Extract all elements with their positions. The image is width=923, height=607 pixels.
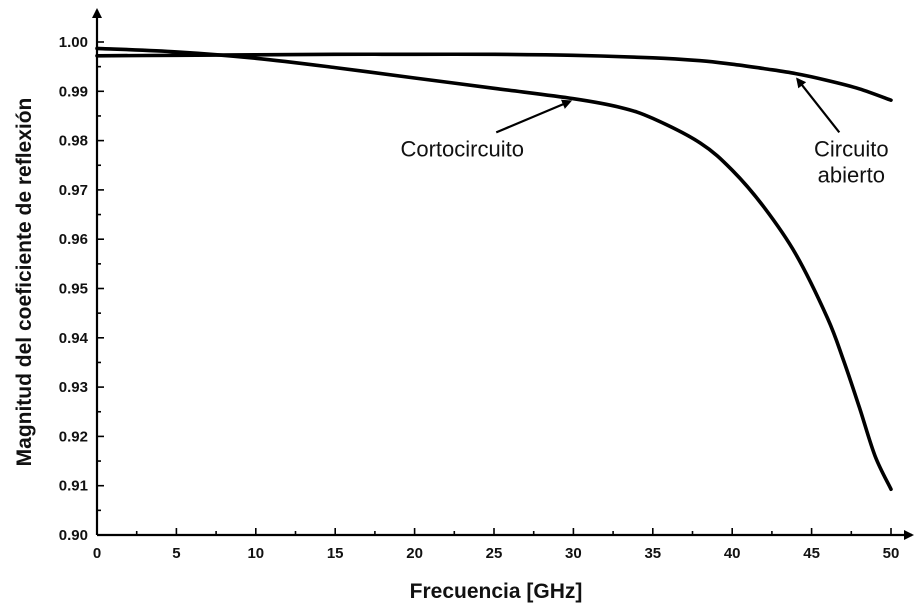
y-tick-label: 0.97 <box>59 182 88 199</box>
x-tick-label: 5 <box>172 545 180 562</box>
axes <box>92 8 914 540</box>
series-line-cortocircuito <box>95 46 893 491</box>
series-line-circuito-abierto <box>95 52 893 102</box>
x-tick-label: 15 <box>327 545 344 562</box>
x-tick-label: 30 <box>565 545 582 562</box>
x-tick-label: 40 <box>724 545 741 562</box>
annotation-label-line: Cortocircuito <box>400 136 523 161</box>
annotation-label: Circuito abierto <box>814 136 889 187</box>
x-tick-label: 20 <box>406 545 423 562</box>
annotation-label: Cortocircuito <box>400 136 523 161</box>
x-axis-title: Frecuencia [GHz] <box>410 580 583 603</box>
y-tick-label: 0.91 <box>59 478 88 495</box>
x-tick-label: 0 <box>93 545 101 562</box>
y-tick-label: 0.93 <box>59 379 88 396</box>
x-tick-label: 10 <box>247 545 264 562</box>
series-lines <box>95 46 893 491</box>
x-tick-label: 50 <box>883 545 900 562</box>
annotations: Cortocircuito Circuito abierto <box>400 77 889 187</box>
annotation-label-line: abierto <box>818 162 885 187</box>
x-tick-label: 25 <box>486 545 503 562</box>
y-tick-label: 0.99 <box>59 83 88 100</box>
y-tick-label: 0.92 <box>59 428 88 445</box>
y-tick-label: 0.98 <box>59 133 88 150</box>
y-tick-label: 0.90 <box>59 527 88 544</box>
y-tick-label: 0.94 <box>59 330 89 347</box>
y-tick-label: 0.96 <box>59 231 88 248</box>
annotation-label-line: Circuito <box>814 136 889 161</box>
y-tick-label: 0.95 <box>59 281 88 298</box>
annotation-arrow <box>796 77 841 134</box>
annotation-arrow <box>495 99 573 134</box>
x-tick-label: 45 <box>803 545 820 562</box>
y-tick-label: 1.00 <box>59 34 88 51</box>
axis-ticks: 0 5 10 15 20 25 30 35 40 45 50 0.90 0.91 0.92 0.93 0.94… <box>59 34 900 562</box>
x-tick-label: 35 <box>644 545 661 562</box>
y-axis-title: Magnitud del coeficiente de reflexión <box>13 98 36 467</box>
